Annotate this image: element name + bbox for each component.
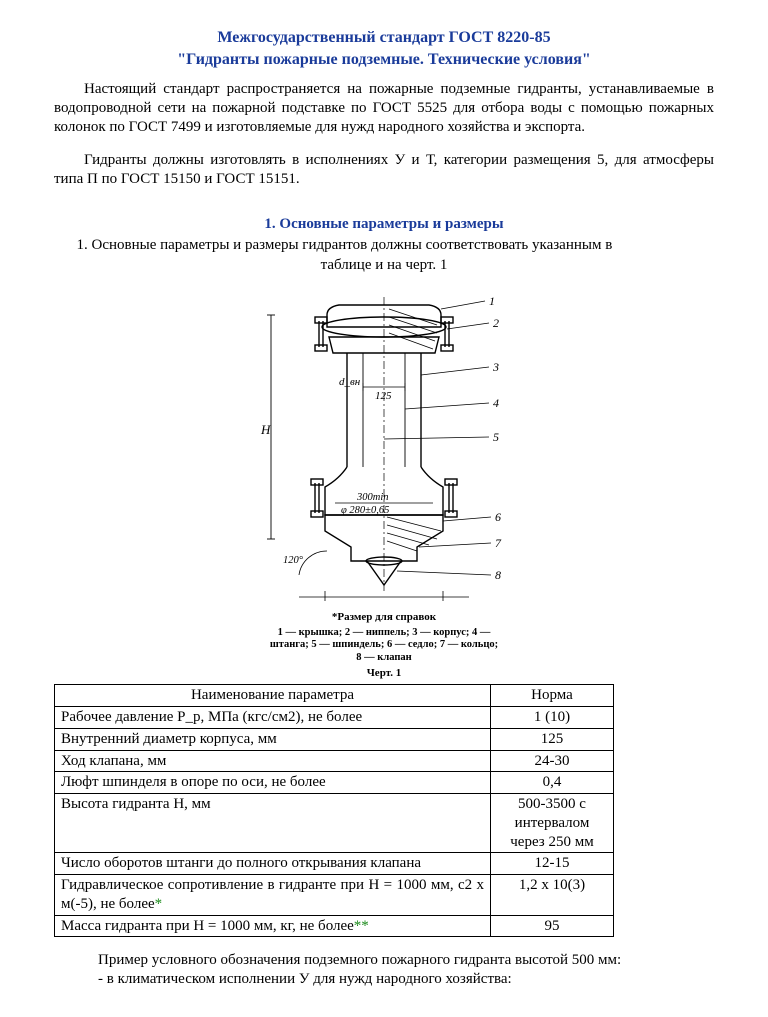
callout-3: 3 — [492, 360, 499, 374]
table-row: Люфт шпинделя в опоре по оси, не более0,… — [55, 772, 614, 794]
figure-note: *Размер для справок — [54, 611, 714, 625]
param-norm-cell: 1,2 х 10(3) — [491, 875, 614, 916]
callout-7: 7 — [495, 536, 502, 550]
th-name: Наименование параметра — [55, 685, 491, 707]
dim-angle: 120° — [283, 555, 304, 566]
dim-300min: 300min — [356, 492, 389, 503]
callout-5: 5 — [493, 430, 499, 444]
fig-legend-l2: штанга; 5 — шпиндель; 6 — седло; 7 — кол… — [270, 639, 498, 650]
table-row: Ход клапана, мм24-30 — [55, 750, 614, 772]
dim-H: H — [260, 422, 271, 437]
doc-title-line2: "Гидранты пожарные подземные. Технически… — [54, 50, 714, 70]
parameters-table: Наименование параметра Норма Рабочее дав… — [54, 684, 614, 937]
section-1-heading: 1. Основные параметры и размеры — [54, 215, 714, 234]
table-row: Гидравлическое сопротивление в гидранте … — [55, 875, 614, 916]
param-norm-cell: 0,4 — [491, 772, 614, 794]
th-norm: Норма — [491, 685, 614, 707]
footnote-star: * — [155, 896, 163, 912]
paragraph-2: Гидранты должны изготовлять в исполнения… — [54, 151, 714, 189]
figure-container: H — [54, 279, 714, 609]
table-row: Масса гидранта при Н = 1000 мм, кг, не б… — [55, 915, 614, 937]
param-name-cell: Внутренний диаметр корпуса, мм — [55, 728, 491, 750]
param-name-cell: Число оборотов штанги до полного открыва… — [55, 853, 491, 875]
dim-d-label: d_вн — [339, 376, 361, 388]
dim-d-value: 125 — [375, 390, 392, 402]
param-norm-cell: 24-30 — [491, 750, 614, 772]
document-page: Межгосударственный стандарт ГОСТ 8220-85… — [0, 0, 768, 1017]
table-row: Высота гидранта Н, мм500-3500 с интервал… — [55, 794, 614, 853]
fig-legend-l3: 8 — клапан — [356, 652, 411, 663]
figure-caption-top: таблице и на черт. 1 — [54, 256, 714, 275]
param-name-cell: Высота гидранта Н, мм — [55, 794, 491, 853]
fig-legend-l1: 1 — крышка; 2 — ниппель; 3 — корпус; 4 — — [278, 627, 491, 638]
param-norm-cell: 500-3500 с интервалом через 250 мм — [491, 794, 614, 853]
table-row: Внутренний диаметр корпуса, мм125 — [55, 728, 614, 750]
table-row: Рабочее давление Р_р, МПа (кгс/см2), не … — [55, 707, 614, 729]
table-header-row: Наименование параметра Норма — [55, 685, 614, 707]
example-line1: Пример условного обозначения подземного … — [98, 951, 714, 970]
callout-2: 2 — [493, 316, 499, 330]
doc-title-line1: Межгосударственный стандарт ГОСТ 8220-85 — [54, 28, 714, 48]
param-norm-cell: 95 — [491, 915, 614, 937]
callout-1: 1 — [489, 294, 495, 308]
param-norm-cell: 12-15 — [491, 853, 614, 875]
param-norm-cell: 1 (10) — [491, 707, 614, 729]
param-norm-cell: 125 — [491, 728, 614, 750]
param-name-cell: Рабочее давление Р_р, МПа (кгс/см2), не … — [55, 707, 491, 729]
callout-8: 8 — [495, 568, 501, 582]
param-name-cell: Масса гидранта при Н = 1000 мм, кг, не б… — [55, 915, 491, 937]
callout-6: 6 — [495, 510, 501, 524]
footnote-star: ** — [354, 918, 369, 934]
param-name-cell: Люфт шпинделя в опоре по оси, не более — [55, 772, 491, 794]
figure-number: Черт. 1 — [54, 667, 714, 681]
figure-legend: 1 — крышка; 2 — ниппель; 3 — корпус; 4 —… — [54, 627, 714, 665]
example-line2: - в климатическом исполнении У для нужд … — [98, 970, 714, 989]
table-row: Число оборотов штанги до полного открыва… — [55, 853, 614, 875]
paragraph-1: Настоящий стандарт распространяется на п… — [54, 80, 714, 136]
param-name-cell: Гидравлическое сопротивление в гидранте … — [55, 875, 491, 916]
callout-4: 4 — [493, 396, 499, 410]
hydrant-drawing: H — [239, 279, 529, 609]
param-name-cell: Ход клапана, мм — [55, 750, 491, 772]
example-block: Пример условного обозначения подземного … — [98, 951, 714, 989]
section-1-item: 1. Основные параметры и размеры гидранто… — [54, 236, 714, 255]
